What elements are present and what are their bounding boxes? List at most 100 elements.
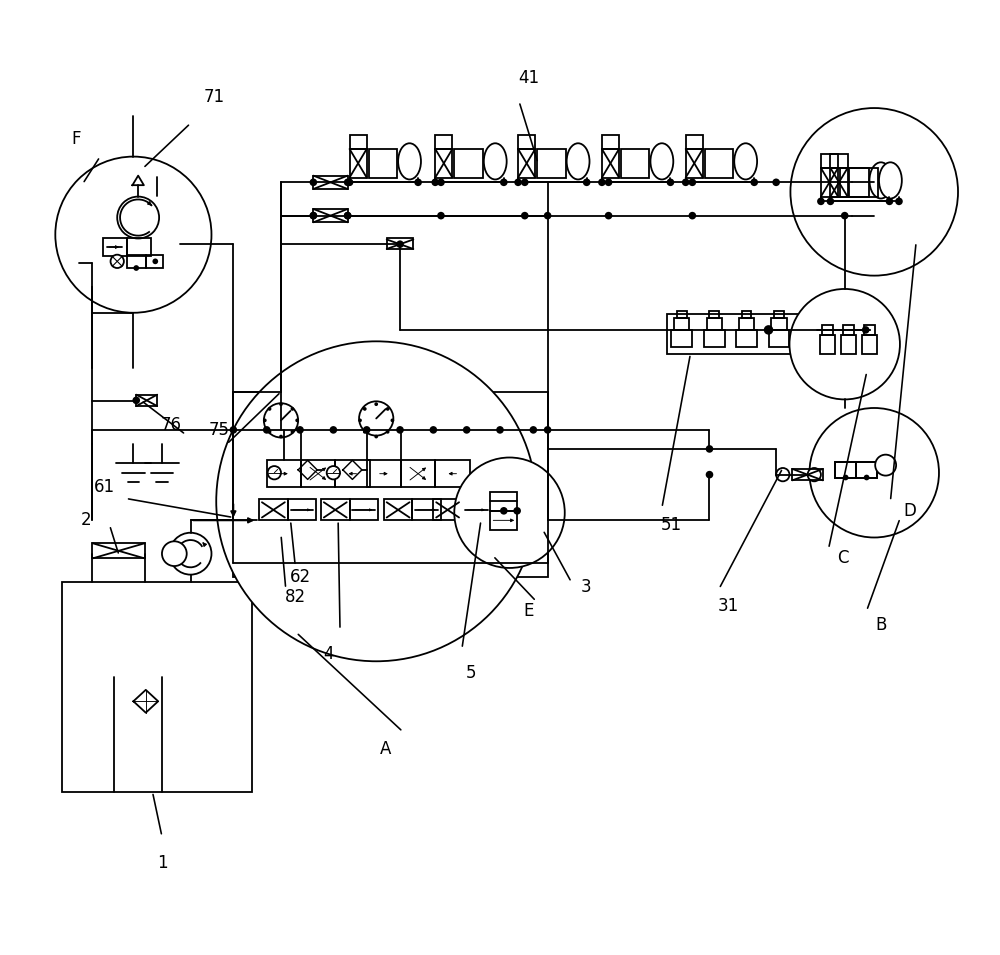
Bar bbox=[301, 460, 335, 487]
Circle shape bbox=[864, 475, 869, 480]
Circle shape bbox=[344, 179, 351, 186]
Bar bbox=[412, 499, 441, 520]
Bar bbox=[820, 334, 835, 353]
Bar bbox=[862, 334, 877, 353]
Bar bbox=[821, 168, 838, 197]
Ellipse shape bbox=[869, 162, 892, 199]
Circle shape bbox=[500, 179, 508, 186]
Circle shape bbox=[521, 212, 529, 220]
Text: 3: 3 bbox=[580, 578, 591, 596]
Bar bbox=[537, 149, 566, 178]
Bar bbox=[288, 499, 316, 520]
Bar bbox=[146, 255, 163, 268]
Circle shape bbox=[364, 431, 366, 433]
Bar bbox=[830, 168, 848, 197]
Text: 31: 31 bbox=[718, 597, 739, 615]
Bar bbox=[313, 209, 348, 223]
Ellipse shape bbox=[879, 162, 902, 199]
Bar bbox=[739, 318, 754, 329]
Circle shape bbox=[296, 419, 298, 421]
Text: A: A bbox=[380, 740, 391, 758]
Ellipse shape bbox=[650, 143, 673, 180]
Bar bbox=[807, 311, 816, 318]
Bar bbox=[771, 318, 787, 329]
Circle shape bbox=[111, 255, 124, 268]
Circle shape bbox=[55, 157, 211, 313]
Circle shape bbox=[544, 426, 551, 434]
Circle shape bbox=[682, 179, 689, 186]
Circle shape bbox=[544, 212, 551, 220]
Bar bbox=[350, 135, 367, 149]
Circle shape bbox=[809, 408, 939, 538]
Circle shape bbox=[772, 179, 780, 186]
Bar bbox=[369, 149, 397, 178]
Bar bbox=[849, 168, 878, 197]
Bar bbox=[856, 462, 877, 478]
Circle shape bbox=[291, 431, 293, 433]
Ellipse shape bbox=[398, 143, 421, 180]
Circle shape bbox=[162, 541, 187, 566]
Bar bbox=[62, 583, 252, 792]
Circle shape bbox=[667, 179, 674, 186]
Circle shape bbox=[391, 419, 393, 421]
Bar bbox=[490, 492, 517, 511]
Bar bbox=[836, 318, 851, 329]
Circle shape bbox=[706, 471, 713, 478]
Text: 82: 82 bbox=[285, 587, 306, 605]
Circle shape bbox=[875, 455, 896, 476]
Text: C: C bbox=[837, 549, 849, 567]
Bar bbox=[833, 329, 854, 347]
Circle shape bbox=[496, 426, 504, 434]
Bar bbox=[822, 325, 833, 334]
Circle shape bbox=[330, 426, 337, 434]
Circle shape bbox=[605, 212, 612, 220]
Circle shape bbox=[296, 426, 304, 434]
Circle shape bbox=[431, 179, 439, 186]
Text: 61: 61 bbox=[94, 478, 115, 496]
Circle shape bbox=[133, 265, 139, 271]
Bar bbox=[321, 499, 350, 520]
Bar bbox=[709, 311, 719, 318]
Circle shape bbox=[344, 212, 351, 220]
Text: B: B bbox=[875, 616, 887, 634]
Circle shape bbox=[363, 426, 370, 434]
Bar bbox=[769, 329, 789, 347]
Circle shape bbox=[430, 426, 437, 434]
Circle shape bbox=[605, 179, 612, 186]
Bar bbox=[259, 499, 288, 520]
Circle shape bbox=[291, 408, 293, 410]
Bar bbox=[602, 135, 619, 149]
Circle shape bbox=[776, 468, 789, 481]
Circle shape bbox=[280, 435, 282, 437]
Circle shape bbox=[269, 431, 270, 433]
Circle shape bbox=[344, 212, 351, 220]
Bar bbox=[490, 511, 517, 530]
Circle shape bbox=[895, 198, 903, 205]
Bar bbox=[667, 314, 870, 353]
Bar bbox=[843, 325, 854, 334]
Circle shape bbox=[500, 507, 508, 515]
Circle shape bbox=[513, 507, 521, 515]
Circle shape bbox=[463, 426, 470, 434]
Circle shape bbox=[817, 198, 825, 205]
Circle shape bbox=[280, 403, 282, 405]
Bar bbox=[103, 239, 127, 256]
Circle shape bbox=[843, 475, 849, 480]
Text: E: E bbox=[523, 602, 534, 620]
Text: 5: 5 bbox=[466, 664, 477, 682]
Circle shape bbox=[170, 533, 211, 575]
Circle shape bbox=[346, 179, 353, 186]
Circle shape bbox=[437, 212, 445, 220]
Circle shape bbox=[789, 289, 900, 399]
Bar bbox=[677, 311, 687, 318]
Text: 71: 71 bbox=[204, 88, 225, 106]
Bar bbox=[454, 149, 483, 178]
Bar bbox=[136, 394, 157, 406]
Circle shape bbox=[764, 325, 773, 334]
Circle shape bbox=[862, 326, 869, 333]
Bar bbox=[435, 149, 452, 178]
Bar bbox=[705, 149, 733, 178]
Bar bbox=[435, 135, 452, 149]
Bar bbox=[233, 392, 548, 578]
Circle shape bbox=[583, 179, 590, 186]
